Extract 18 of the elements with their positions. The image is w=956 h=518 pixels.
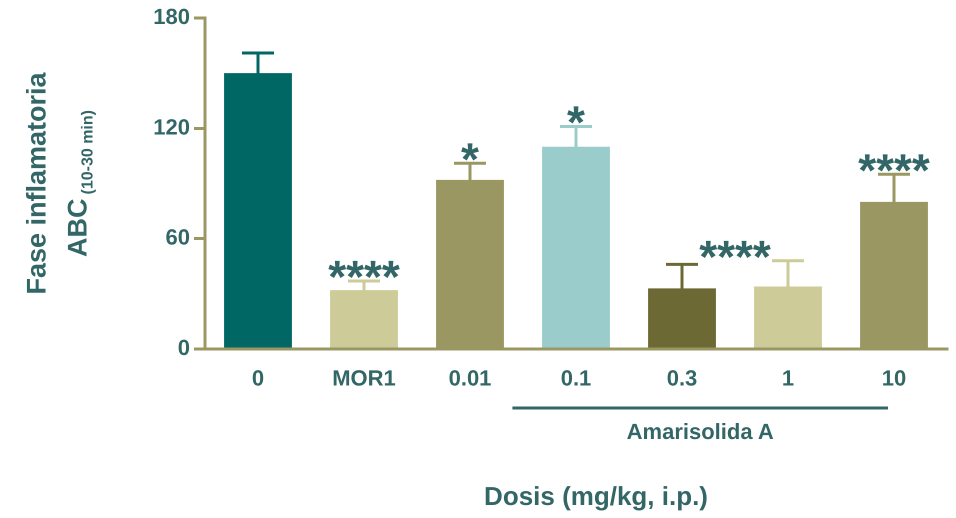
text: Amarisolida A [626, 419, 774, 444]
annotation: * [461, 132, 480, 185]
y-tick-label: 180 [153, 4, 190, 30]
x-tick-label: MOR1 [332, 365, 396, 390]
annotation: **** [858, 144, 930, 196]
x-tick-label: 0.01 [448, 365, 492, 390]
annotation: **** [328, 250, 400, 303]
annotation: **** [699, 230, 771, 282]
x-tick-label: 1 [782, 365, 794, 390]
x-axis-title: Dosis (mg/kg, i.p.) [484, 481, 708, 512]
x-tick-label: 0.3 [666, 365, 698, 390]
y-tick-label: 0 [178, 335, 190, 360]
y-tick-label: 120 [153, 114, 190, 140]
annotation: * [567, 96, 586, 148]
x-tick-label: 0.1 [560, 365, 592, 390]
y-tick-label: 60 [166, 224, 190, 250]
x-tick-label: 0 [252, 365, 264, 390]
x-tick-label: 10 [882, 365, 906, 390]
